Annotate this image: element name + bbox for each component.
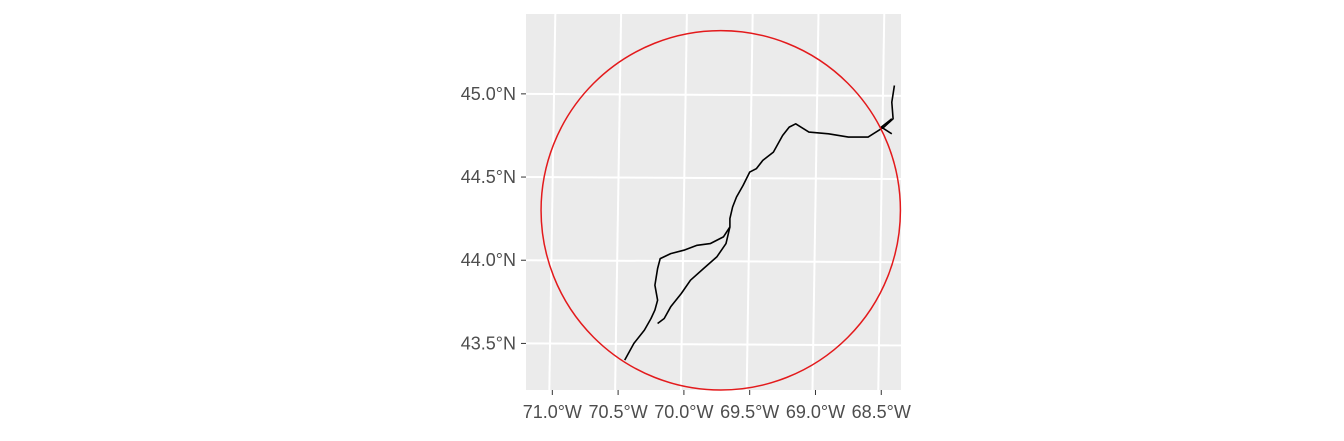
y-tick-label: 44.5°N: [461, 167, 516, 187]
meridian-line: [745, 13, 754, 391]
parallel-line: [525, 259, 902, 264]
parallel-line: [525, 92, 902, 97]
y-axis: 43.5°N 44.0°N 44.5°N 45.0°N: [461, 84, 526, 353]
x-tick-label: 70.5°W: [588, 402, 647, 422]
meridian-line: [548, 13, 557, 391]
buffer-circle: [540, 29, 902, 391]
map-panel-background: [526, 14, 901, 390]
graticule: [525, 13, 902, 391]
x-tick-label: 69.0°W: [786, 402, 845, 422]
x-tick-label: 69.5°W: [720, 402, 779, 422]
y-tick-label: 44.0°N: [461, 250, 516, 270]
meridian-line: [614, 13, 623, 391]
x-tick-label: 71.0°W: [523, 402, 582, 422]
x-tick-label: 70.0°W: [654, 402, 713, 422]
y-tick-label: 45.0°N: [461, 84, 516, 104]
route-line: [880, 118, 893, 135]
meridian-line: [811, 13, 820, 391]
x-axis: 71.0°W 70.5°W 70.0°W 69.5°W 69.0°W 68.5°W: [523, 390, 911, 422]
meridian-line: [877, 13, 886, 391]
route-lines: [623, 85, 896, 361]
parallel-line: [525, 176, 902, 181]
route-line: [623, 85, 896, 361]
meridian-line: [679, 13, 688, 391]
y-tick-label: 43.5°N: [461, 333, 516, 353]
route-line: [657, 226, 731, 325]
x-tick-label: 68.5°W: [852, 402, 911, 422]
buffer-circle-layer: [540, 29, 902, 391]
